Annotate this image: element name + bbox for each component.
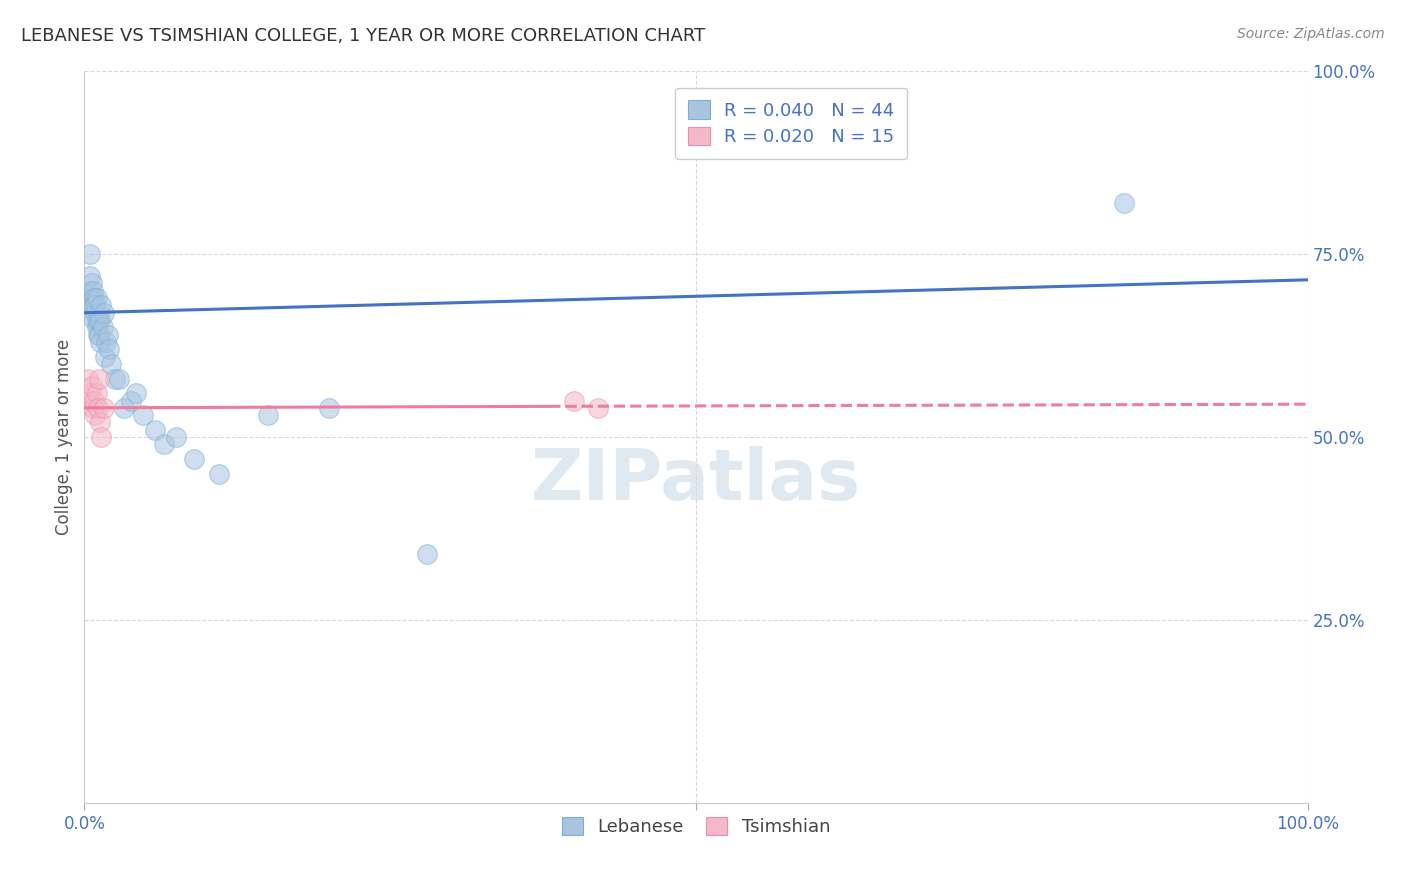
Point <box>318 401 340 415</box>
Point <box>104 371 127 385</box>
Point <box>77 298 100 312</box>
Point <box>87 401 110 415</box>
Point <box>257 408 280 422</box>
Point <box>86 320 108 334</box>
Point <box>416 547 439 561</box>
Point <box>86 291 108 305</box>
Point <box>83 313 105 327</box>
Point <box>165 430 187 444</box>
Point <box>90 298 112 312</box>
Point <box>80 277 103 291</box>
Y-axis label: College, 1 year or more: College, 1 year or more <box>55 339 73 535</box>
Point <box>80 379 103 393</box>
Point <box>80 291 103 305</box>
Text: LEBANESE VS TSIMSHIAN COLLEGE, 1 YEAR OR MORE CORRELATION CHART: LEBANESE VS TSIMSHIAN COLLEGE, 1 YEAR OR… <box>21 27 706 45</box>
Point <box>87 306 110 320</box>
Point <box>132 408 155 422</box>
Point <box>120 393 142 408</box>
Point <box>79 269 101 284</box>
Legend: Lebanese, Tsimshian: Lebanese, Tsimshian <box>548 804 844 848</box>
Point <box>93 306 115 320</box>
Point <box>79 247 101 261</box>
Point <box>125 386 148 401</box>
Text: Source: ZipAtlas.com: Source: ZipAtlas.com <box>1237 27 1385 41</box>
Point <box>97 327 120 342</box>
Point <box>79 386 101 401</box>
Point <box>90 430 112 444</box>
Point <box>208 467 231 481</box>
Point <box>86 386 108 401</box>
Point <box>87 327 110 342</box>
Point <box>77 393 100 408</box>
Point <box>82 284 104 298</box>
Point <box>112 401 135 415</box>
Point <box>83 393 105 408</box>
Point <box>84 298 107 312</box>
Point <box>89 416 111 430</box>
Point <box>82 401 104 415</box>
Point <box>77 371 100 385</box>
Point <box>97 343 120 357</box>
Point <box>153 437 176 451</box>
Point <box>87 313 110 327</box>
Point <box>87 327 110 342</box>
Point <box>77 284 100 298</box>
Point <box>83 291 105 305</box>
Point <box>586 401 609 415</box>
Point <box>82 298 104 312</box>
Point <box>93 401 115 415</box>
Point <box>84 408 107 422</box>
Point <box>100 357 122 371</box>
Point <box>94 350 117 364</box>
Point <box>143 423 166 437</box>
Point <box>1114 196 1136 211</box>
Point <box>86 313 108 327</box>
Text: ZIPatlas: ZIPatlas <box>531 447 860 516</box>
Point <box>96 334 118 349</box>
Point <box>84 306 107 320</box>
Point <box>89 334 111 349</box>
Point <box>87 371 110 385</box>
Point <box>107 371 129 385</box>
Point <box>562 393 585 408</box>
Point <box>89 313 111 327</box>
Point <box>91 320 114 334</box>
Point <box>183 452 205 467</box>
